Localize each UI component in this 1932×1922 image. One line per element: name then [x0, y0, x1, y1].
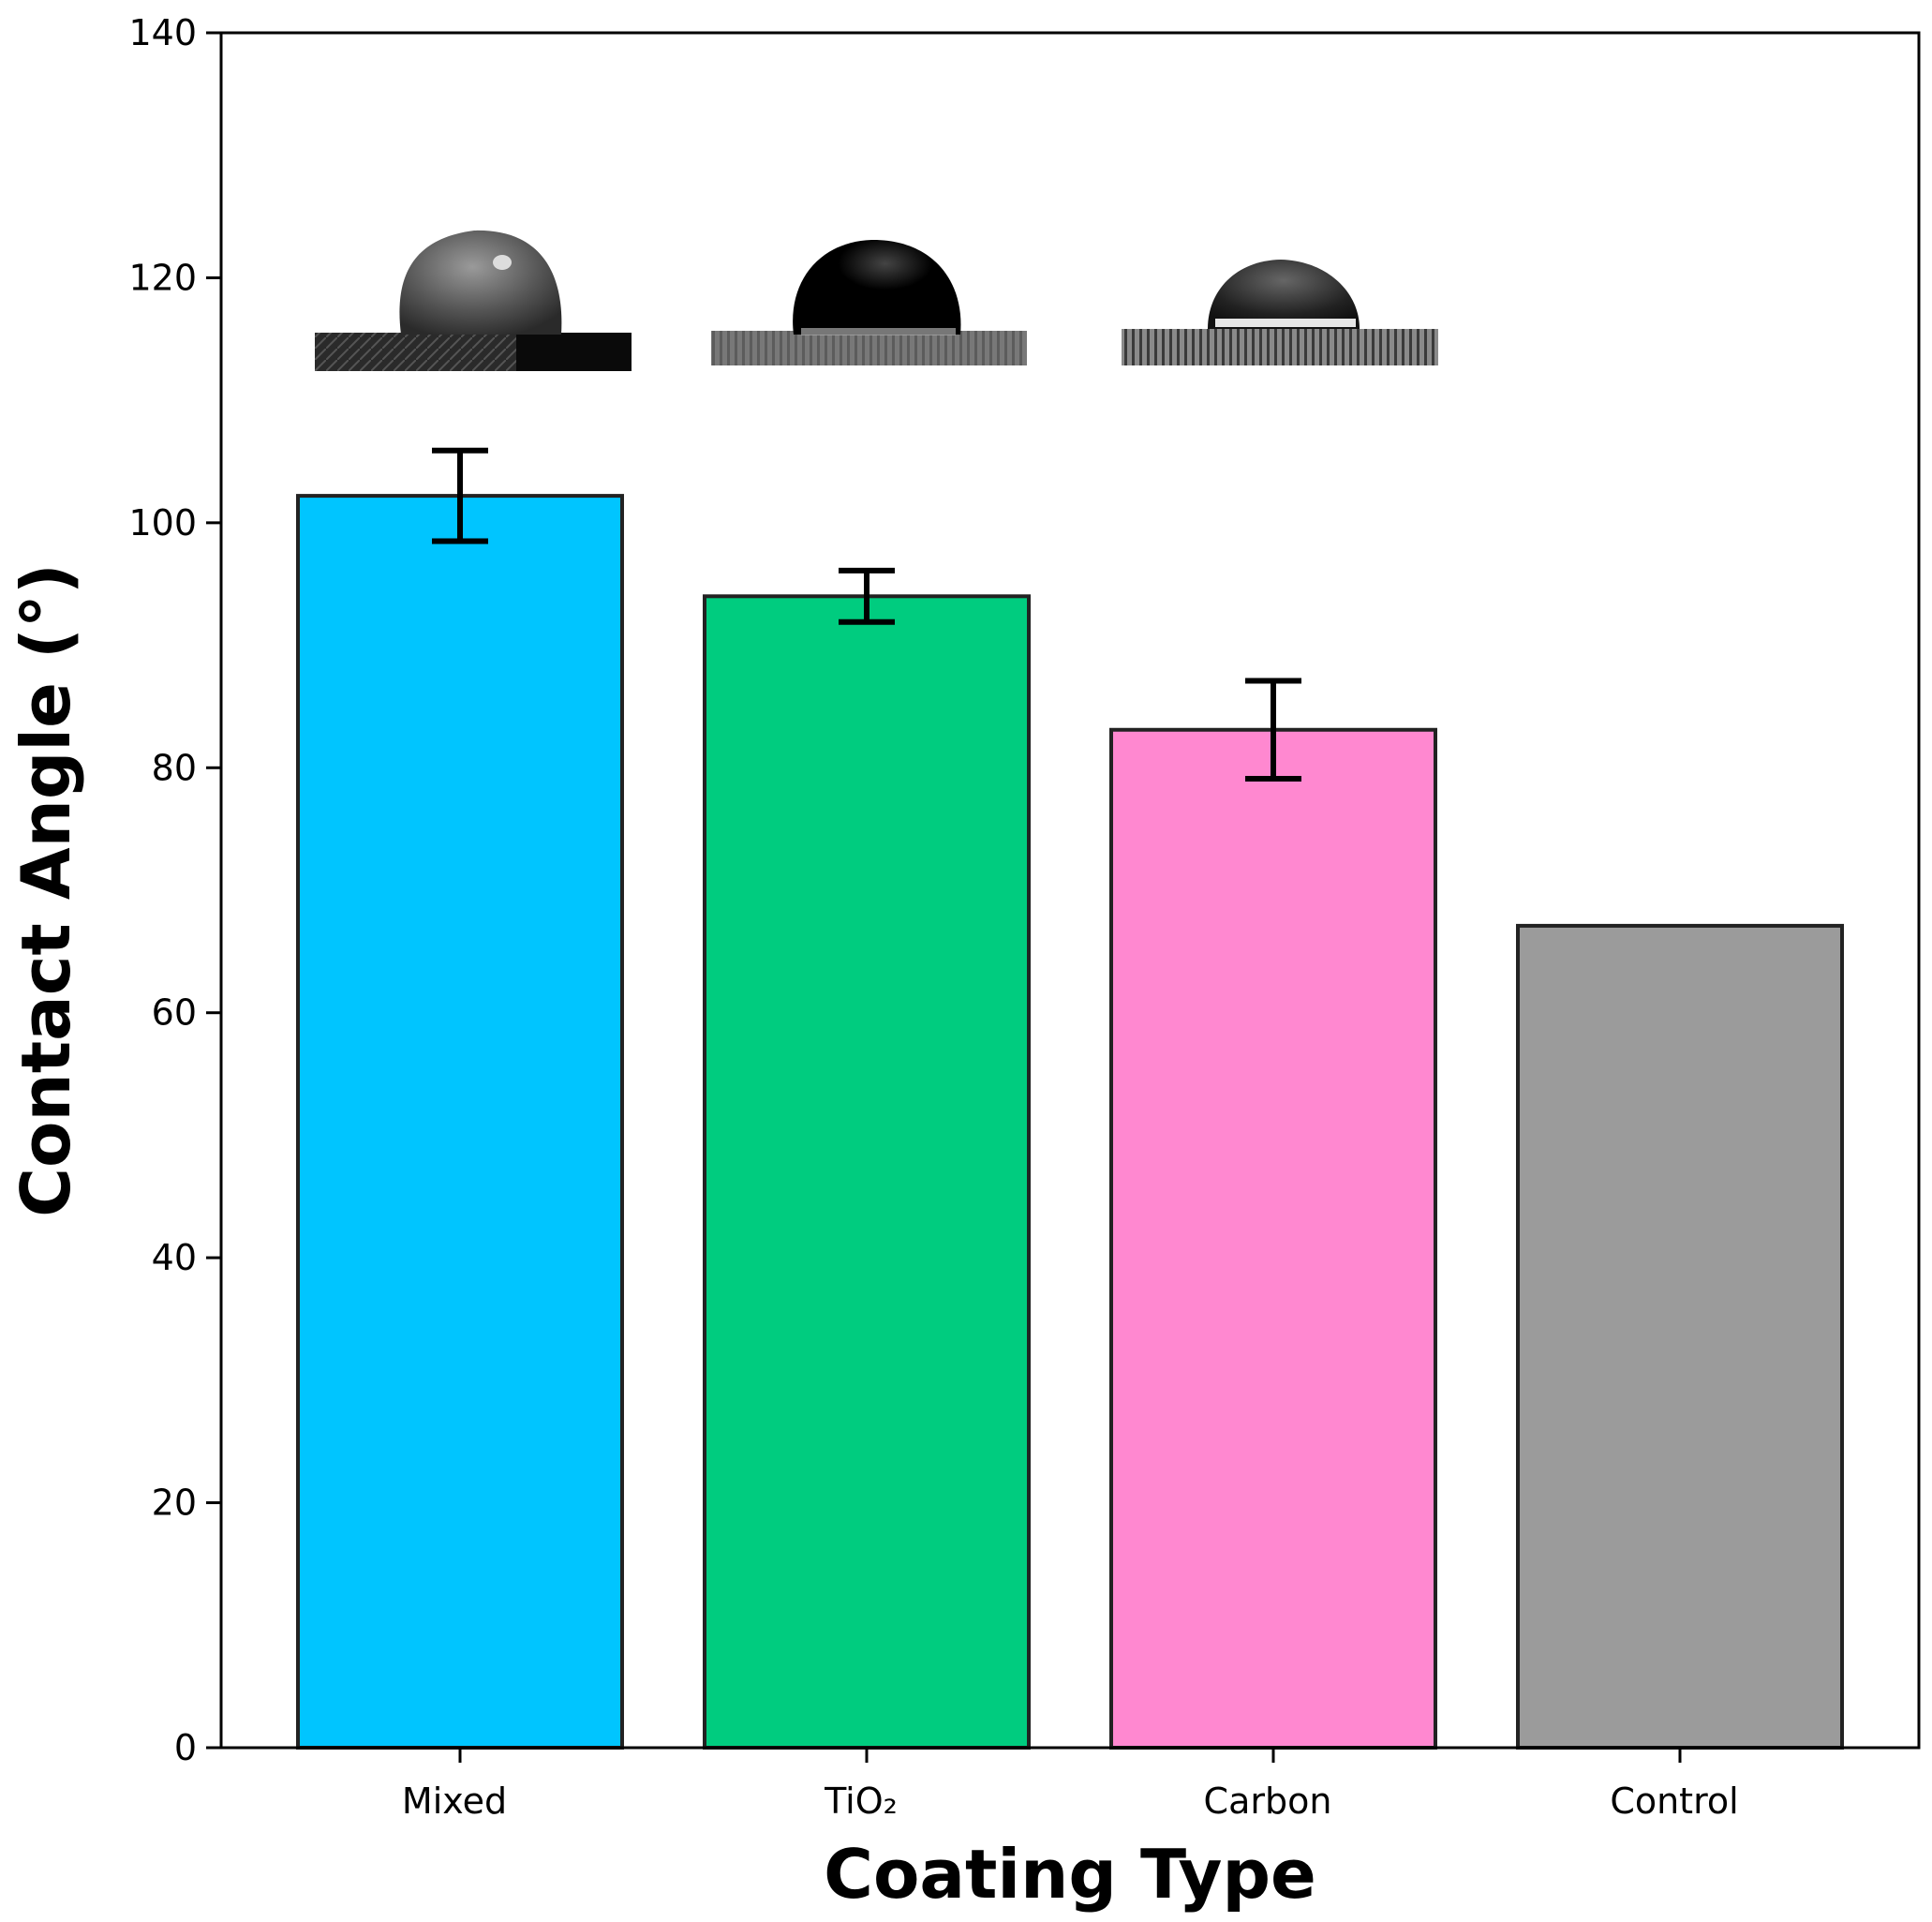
droplet: [1208, 260, 1360, 329]
droplet: [793, 239, 961, 335]
x-axis: Mixed TiO₂ Carbon Control: [402, 1748, 1739, 1822]
bars: [296, 494, 1844, 1750]
droplet-reflection: [1215, 319, 1356, 327]
x-tick-label: Mixed: [402, 1780, 507, 1822]
x-tick-label: Carbon: [1204, 1780, 1332, 1822]
error-bar: [1245, 678, 1301, 782]
x-tick-label: TiO₂: [824, 1780, 898, 1822]
y-tick-label: 0: [174, 1727, 197, 1768]
y-tick-label: 20: [152, 1482, 197, 1524]
droplet: [399, 230, 562, 335]
droplet-reflection: [801, 328, 956, 335]
error-bar: [839, 567, 895, 625]
plot-frame: [219, 31, 1921, 1750]
x-tick-label: Control: [1610, 1780, 1738, 1822]
y-axis-title: Contact Angle (°): [7, 563, 85, 1217]
y-tick-label: 60: [152, 992, 197, 1034]
bar-control: [1516, 923, 1844, 1750]
bar-mixed: [296, 494, 624, 1750]
water-droplet-photo-icon: [1122, 260, 1438, 365]
droplet-insets: [315, 230, 1438, 371]
substrate-texture: [711, 331, 1027, 365]
y-axis: 0 20 40 60 80 100 120 140: [128, 12, 221, 1768]
error-bar: [432, 447, 488, 544]
y-tick-label: 120: [128, 257, 197, 298]
bar-carbon: [1109, 727, 1437, 1750]
substrate-shadow: [516, 333, 632, 371]
bar-tio₂: [703, 594, 1031, 1750]
droplet-highlight: [493, 255, 512, 270]
substrate: [1122, 329, 1438, 365]
water-droplet-photo-icon: [711, 239, 1027, 365]
y-tick-label: 40: [152, 1237, 197, 1278]
error-bars: [432, 447, 1301, 782]
x-axis-title: Coating Type: [824, 1835, 1316, 1914]
water-droplet-photo-icon: [315, 230, 632, 371]
y-tick-label: 100: [128, 502, 197, 544]
y-tick-label: 140: [128, 12, 197, 53]
y-tick-label: 80: [152, 747, 197, 788]
